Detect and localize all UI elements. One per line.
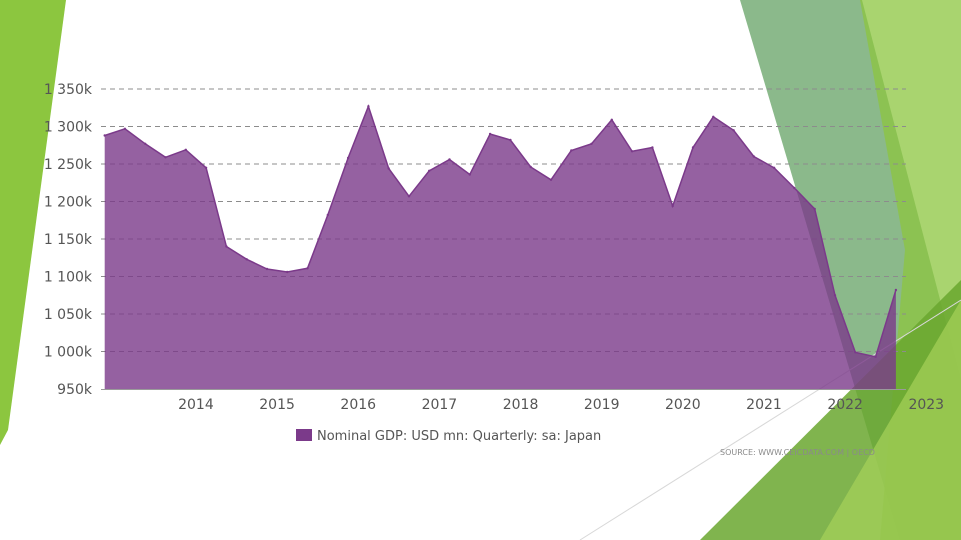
data-point[interactable] xyxy=(712,115,715,119)
data-point[interactable] xyxy=(306,267,309,270)
data-point[interactable] xyxy=(854,351,857,354)
x-tick-label: 2016 xyxy=(340,397,376,413)
x-tick-label: 2022 xyxy=(827,397,863,413)
x-tick-label: 2021 xyxy=(746,397,782,413)
y-tick-label: 1 000k xyxy=(44,345,93,361)
x-tick-label: 2014 xyxy=(178,397,214,413)
x-tick-label: 2019 xyxy=(584,397,620,413)
data-point[interactable] xyxy=(610,118,613,122)
gdp-area-series[interactable] xyxy=(104,106,896,390)
data-point[interactable] xyxy=(488,132,492,136)
data-point[interactable] xyxy=(184,148,187,151)
data-point[interactable] xyxy=(468,173,471,176)
data-point[interactable] xyxy=(225,245,228,248)
data-point[interactable] xyxy=(793,186,796,190)
legend[interactable]: Nominal GDP: USD mn: Quarterly: sa: Japa… xyxy=(296,429,601,444)
data-points xyxy=(103,105,898,358)
data-point[interactable] xyxy=(772,166,776,169)
data-point[interactable] xyxy=(894,288,898,292)
data-point[interactable] xyxy=(630,150,634,153)
data-point[interactable] xyxy=(833,294,837,297)
data-point[interactable] xyxy=(204,166,208,169)
data-point[interactable] xyxy=(326,213,329,217)
data-point[interactable] xyxy=(813,207,816,211)
data-point[interactable] xyxy=(265,267,269,271)
data-point[interactable] xyxy=(387,167,390,170)
y-tick-label: 1 250k xyxy=(44,157,93,173)
data-point[interactable] xyxy=(245,258,248,261)
data-point[interactable] xyxy=(448,158,451,161)
x-tick-label: 2023 xyxy=(908,397,944,413)
y-tick-label: 1 300k xyxy=(44,120,93,136)
x-tick-label: 2018 xyxy=(503,397,539,413)
y-tick-label: 950k xyxy=(57,382,93,398)
y-tick-label: 1 350k xyxy=(44,82,93,98)
data-point[interactable] xyxy=(874,355,877,358)
gdp-line-series xyxy=(104,104,897,358)
data-point[interactable] xyxy=(346,156,350,160)
data-point[interactable] xyxy=(671,204,674,208)
data-point[interactable] xyxy=(570,149,573,152)
left-green-decor-shape xyxy=(0,0,66,445)
data-point[interactable] xyxy=(529,165,532,169)
data-point[interactable] xyxy=(286,270,289,274)
data-point[interactable] xyxy=(123,127,127,130)
data-point[interactable] xyxy=(549,178,553,181)
decor-line xyxy=(579,299,961,540)
data-point[interactable] xyxy=(428,169,431,172)
data-point[interactable] xyxy=(144,142,147,145)
data-point[interactable] xyxy=(509,138,512,142)
y-tick-label: 1 150k xyxy=(44,232,93,248)
data-point[interactable] xyxy=(367,105,370,108)
y-tick-label: 1 050k xyxy=(44,307,93,323)
data-point[interactable] xyxy=(651,146,654,149)
legend-label: Nominal GDP: USD mn: Quarterly: sa: Japa… xyxy=(317,429,601,444)
source-note: SOURCE: WWW.CEICDATA.COM | OECD xyxy=(720,448,875,457)
x-axis-ticks: 2014 2015 2016 2017 2018 2019 2020 2021 2022 2023 xyxy=(178,397,944,413)
x-tick-label: 2017 xyxy=(422,397,458,413)
data-point[interactable] xyxy=(590,142,593,145)
x-tick-label: 2015 xyxy=(259,397,295,413)
y-tick-label: 1 200k xyxy=(44,195,93,211)
data-point[interactable] xyxy=(691,146,695,149)
x-tick-label: 2020 xyxy=(665,397,701,413)
y-tick-label: 1 100k xyxy=(44,270,93,286)
data-point[interactable] xyxy=(732,129,735,132)
data-point[interactable] xyxy=(103,134,106,137)
data-point[interactable] xyxy=(164,156,167,159)
y-axis-ticks: 950k 1 000k 1 050k 1 100k 1 150k 1 200k 1 250k… xyxy=(44,82,93,398)
data-point[interactable] xyxy=(407,195,411,198)
bottom-light-green-decor-shape xyxy=(820,300,961,540)
data-point[interactable] xyxy=(752,155,755,158)
legend-swatch xyxy=(296,429,312,441)
